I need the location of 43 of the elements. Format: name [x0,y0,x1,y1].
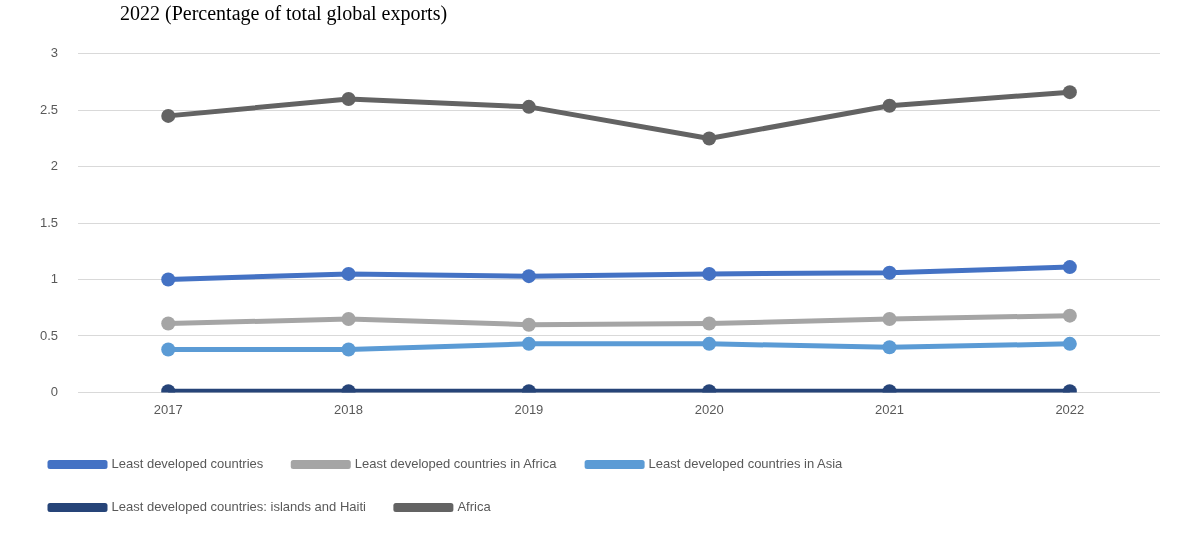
legend-label: Least developed countries in Africa [354,456,558,472]
point [1062,260,1077,275]
legend-label: Least developed countries: islands and Haiti [111,499,366,515]
y-tick-label: 1.5 [39,214,59,230]
y-tick-label: 2 [50,158,59,174]
y-tick-label: 3 [50,45,59,61]
point [161,108,176,123]
x-tick-label: 2017 [153,401,183,417]
x-tick-label: 2018 [334,401,364,417]
point [882,265,897,280]
point [702,316,717,331]
point [521,336,536,351]
point [521,317,536,332]
point [882,312,897,327]
point [521,99,536,114]
point [1062,85,1077,100]
point [341,312,356,327]
point [161,316,176,331]
x-tick-label: 2020 [694,401,724,417]
point [702,266,717,281]
y-tick-label: 2.5 [39,101,59,117]
x-tick-label: 2021 [875,401,904,417]
point [161,342,176,357]
point [702,336,717,351]
point [882,340,897,355]
point [161,272,176,287]
point [341,91,356,106]
point [1062,308,1077,323]
y-tick-label: 0 [50,383,59,399]
legend-label: Africa [457,499,492,515]
chart-title: 2022 (Percentage of total global exports) [119,1,449,26]
x-tick-label: 2022 [1055,401,1085,417]
y-tick-label: 0.5 [39,327,59,343]
x-tick-label: 2019 [514,401,544,417]
point [1062,336,1077,351]
y-tick-label: 1 [50,271,59,287]
point [521,269,536,284]
point [882,98,897,113]
point [702,131,717,146]
point [341,342,356,357]
legend-label: Least developed countries [111,456,264,472]
legend-label: Least developed countries in Asia [648,456,844,472]
point [341,266,356,281]
